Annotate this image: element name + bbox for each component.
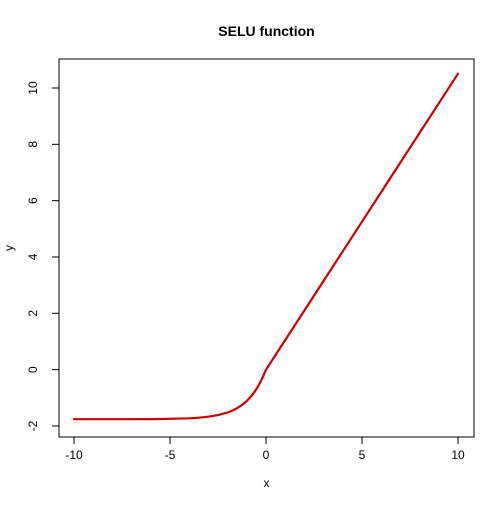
- x-axis: -10 -5 0 5 10: [65, 437, 465, 462]
- y-tick-label: 10: [26, 81, 40, 95]
- x-tick-label: -5: [165, 448, 176, 462]
- series-layer: [72, 72, 460, 421]
- y-tick-label: 8: [26, 141, 40, 148]
- x-tick-label: 5: [359, 448, 366, 462]
- chart-title: SELU function: [218, 23, 314, 39]
- y-tick-label: -2: [26, 420, 40, 431]
- y-tick-label: 6: [26, 197, 40, 204]
- y-tick-label: 4: [26, 253, 40, 260]
- y-axis-title: y: [2, 245, 16, 251]
- y-axis: -2 0 2 4 6 8 10: [26, 81, 59, 431]
- x-tick-label: 10: [451, 448, 465, 462]
- y-tick-label: 0: [26, 366, 40, 373]
- selu-series-line: [72, 72, 460, 421]
- x-tick-label: 0: [263, 448, 270, 462]
- y-tick-label: 2: [26, 310, 40, 317]
- x-axis-title: x: [264, 476, 270, 490]
- x-tick-label: -10: [65, 448, 83, 462]
- plot-frame: [58, 58, 475, 438]
